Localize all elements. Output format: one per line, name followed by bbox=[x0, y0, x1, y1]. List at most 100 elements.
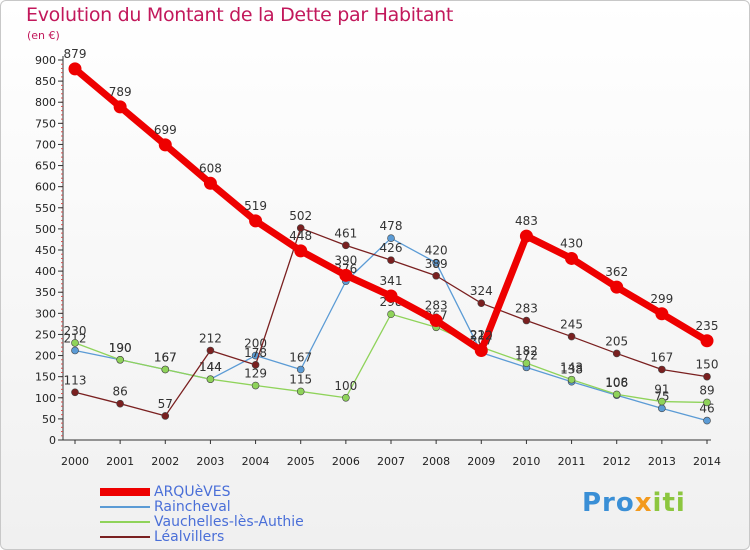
data-point-arqu-ves bbox=[474, 343, 488, 357]
data-label-vauchelles-l-s-authie: 108 bbox=[605, 375, 628, 389]
data-label-arqu-ves: 341 bbox=[380, 274, 403, 288]
y-tick-label: 200 bbox=[35, 350, 56, 363]
data-point-l-alvillers bbox=[612, 349, 621, 358]
y-tick-label: 100 bbox=[35, 392, 56, 405]
y-tick-label: 300 bbox=[35, 307, 56, 320]
data-label-arqu-ves: 483 bbox=[515, 214, 538, 228]
data-point-arqu-ves bbox=[203, 176, 217, 190]
legend-swatch bbox=[100, 488, 150, 496]
data-label-arqu-ves: 448 bbox=[289, 229, 312, 243]
data-label-l-alvillers: 461 bbox=[334, 226, 357, 240]
data-point-arqu-ves bbox=[339, 268, 353, 282]
data-label-l-alvillers: 167 bbox=[650, 350, 673, 364]
data-point-raincheval bbox=[387, 234, 395, 242]
data-point-l-alvillers bbox=[342, 241, 350, 250]
y-tick-label: 650 bbox=[35, 160, 56, 173]
data-label-l-alvillers: 245 bbox=[560, 318, 583, 332]
logo-part-1: Pro bbox=[582, 488, 635, 518]
data-label-vauchelles-l-s-authie: 89 bbox=[699, 383, 714, 397]
data-label-l-alvillers: 324 bbox=[470, 284, 493, 298]
data-point-vauchelles-l-s-authie bbox=[387, 310, 395, 318]
logo-part-3: iti bbox=[652, 488, 686, 518]
data-label-vauchelles-l-s-authie: 91 bbox=[654, 383, 669, 397]
x-tick-label: 2008 bbox=[422, 455, 450, 468]
y-tick-label: 800 bbox=[35, 96, 56, 109]
legend-label: Raincheval bbox=[154, 499, 231, 515]
data-point-l-alvillers bbox=[251, 361, 260, 369]
legend-label: Vauchelles-lès-Authie bbox=[154, 514, 304, 530]
data-label-raincheval: 138 bbox=[560, 363, 583, 377]
data-point-arqu-ves bbox=[429, 314, 443, 328]
data-point-arqu-ves bbox=[565, 251, 579, 265]
data-point-l-alvillers bbox=[522, 316, 531, 325]
data-point-vauchelles-l-s-authie bbox=[567, 375, 576, 384]
data-label-vauchelles-l-s-authie: 100 bbox=[334, 379, 357, 393]
data-label-raincheval: 478 bbox=[380, 219, 403, 233]
y-tick-label: 850 bbox=[35, 75, 56, 88]
y-tick-label: 600 bbox=[35, 181, 56, 194]
data-point-vauchelles-l-s-authie bbox=[251, 381, 260, 390]
data-point-l-alvillers bbox=[161, 412, 170, 420]
logo-part-2: x bbox=[634, 488, 653, 518]
data-point-vauchelles-l-s-authie bbox=[161, 365, 170, 374]
data-label-arqu-ves: 283 bbox=[425, 299, 448, 313]
legend-item: ARQUèVES bbox=[100, 484, 400, 500]
chart-title: Evolution du Montant de la Dette par Hab… bbox=[26, 4, 454, 26]
data-point-vauchelles-l-s-authie bbox=[342, 393, 350, 402]
data-point-l-alvillers bbox=[477, 299, 486, 308]
data-point-vauchelles-l-s-authie bbox=[206, 375, 215, 384]
data-label-vauchelles-l-s-authie: 167 bbox=[154, 350, 177, 364]
data-label-l-alvillers: 86 bbox=[113, 385, 128, 399]
data-point-arqu-ves bbox=[519, 229, 533, 243]
data-label-vauchelles-l-s-authie: 190 bbox=[109, 341, 132, 355]
data-label-raincheval: 190 bbox=[109, 341, 132, 355]
data-point-raincheval bbox=[432, 258, 440, 267]
data-label-vauchelles-l-s-authie: 182 bbox=[515, 344, 538, 358]
data-label-raincheval: 172 bbox=[515, 348, 538, 362]
x-tick-label: 2002 bbox=[151, 455, 179, 468]
data-point-raincheval bbox=[71, 346, 79, 355]
x-tick-label: 2007 bbox=[377, 455, 405, 468]
data-point-vauchelles-l-s-authie bbox=[612, 390, 621, 399]
data-label-raincheval: 167 bbox=[289, 350, 312, 364]
data-point-l-alvillers bbox=[658, 365, 666, 374]
legend-label: Léalvillers bbox=[154, 529, 225, 545]
data-label-arqu-ves: 789 bbox=[109, 85, 132, 99]
proxiti-logo: Proxiti bbox=[582, 488, 686, 518]
legend-swatch bbox=[100, 521, 150, 523]
data-point-vauchelles-l-s-authie bbox=[522, 359, 531, 367]
data-label-arqu-ves: 362 bbox=[605, 265, 628, 279]
data-label-l-alvillers: 205 bbox=[605, 334, 628, 348]
x-tick-label: 2009 bbox=[467, 455, 495, 468]
legend-label: ARQUèVES bbox=[154, 484, 231, 500]
data-label-l-alvillers: 502 bbox=[289, 209, 312, 223]
data-label-raincheval: 420 bbox=[425, 244, 448, 258]
data-label-vauchelles-l-s-authie: 144 bbox=[199, 360, 222, 374]
data-label-raincheval: 144 bbox=[199, 360, 222, 374]
data-label-l-alvillers: 113 bbox=[64, 373, 87, 387]
data-label-l-alvillers: 150 bbox=[696, 358, 719, 372]
data-point-vauchelles-l-s-authie bbox=[703, 398, 711, 407]
data-point-l-alvillers bbox=[296, 224, 305, 232]
data-label-l-alvillers: 283 bbox=[515, 302, 538, 316]
x-tick-label: 2005 bbox=[287, 455, 315, 468]
data-label-raincheval: 167 bbox=[154, 350, 177, 364]
data-label-arqu-ves: 299 bbox=[650, 292, 673, 306]
x-tick-label: 2003 bbox=[196, 455, 224, 468]
data-point-arqu-ves bbox=[655, 307, 669, 321]
data-label-vauchelles-l-s-authie: 143 bbox=[560, 361, 583, 375]
data-label-arqu-ves: 699 bbox=[154, 123, 177, 137]
data-point-raincheval bbox=[296, 365, 305, 374]
y-tick-label: 50 bbox=[42, 413, 56, 426]
data-point-arqu-ves bbox=[158, 138, 172, 152]
x-tick-label: 2010 bbox=[512, 455, 540, 468]
data-point-arqu-ves bbox=[68, 62, 82, 76]
legend-swatch bbox=[100, 536, 150, 538]
y-tick-label: 450 bbox=[35, 244, 56, 257]
data-point-vauchelles-l-s-authie bbox=[71, 339, 79, 347]
data-point-arqu-ves bbox=[249, 214, 263, 228]
data-point-raincheval bbox=[703, 416, 711, 425]
data-label-raincheval: 106 bbox=[605, 376, 628, 390]
data-label-arqu-ves: 212 bbox=[470, 328, 493, 342]
